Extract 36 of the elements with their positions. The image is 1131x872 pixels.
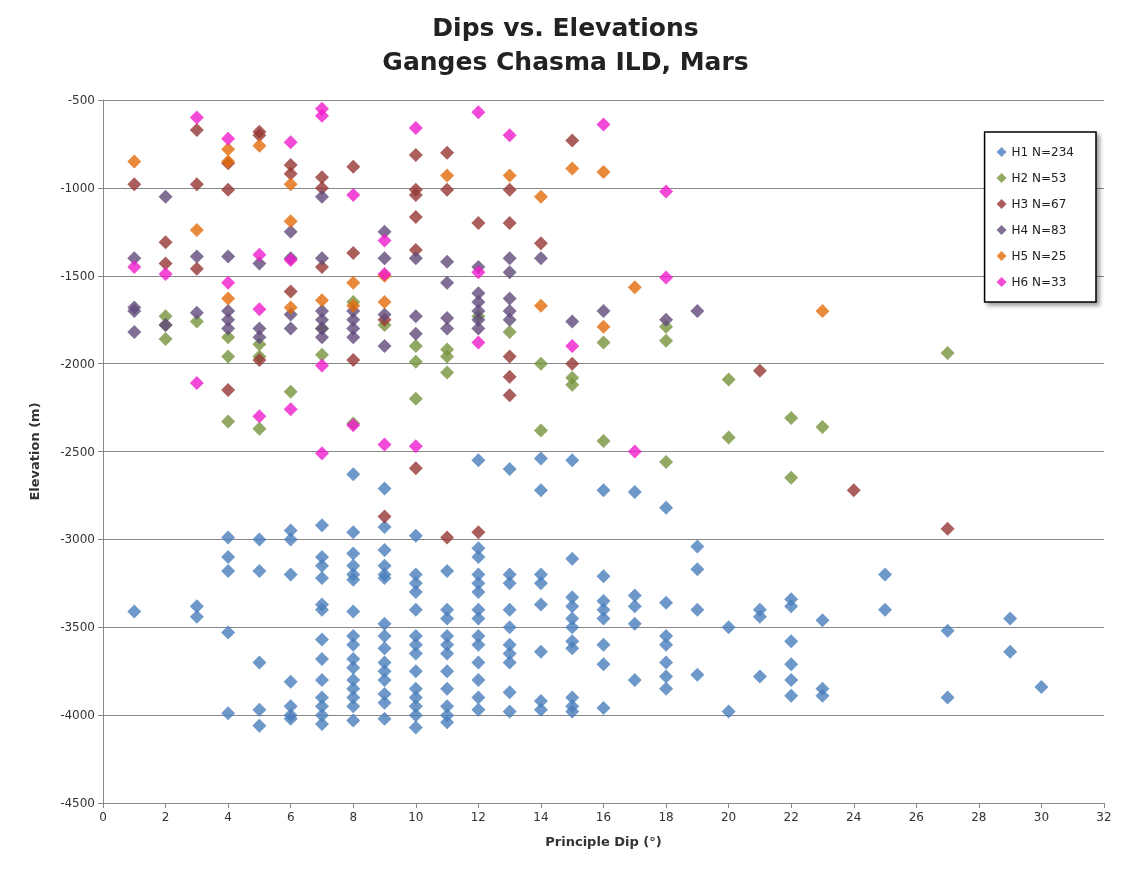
x-tick-label: 14 — [533, 810, 549, 824]
x-tick-label: 6 — [286, 810, 295, 824]
x-tick-label: 8 — [349, 810, 358, 824]
chart-subtitle: Ganges Chasma ILD, Mars — [382, 47, 749, 76]
legend-label: H5 N=25 — [1011, 249, 1067, 263]
x-tick-label: 16 — [595, 810, 612, 824]
y-tick-label: -1000 — [60, 180, 95, 195]
y-tick-label: -4500 — [60, 796, 95, 810]
y-tick-label: -3000 — [60, 532, 95, 547]
y-tick-label: -4000 — [60, 708, 95, 723]
legend-label: H4 N=83 — [1011, 223, 1067, 237]
x-tick-label: 12 — [470, 810, 487, 824]
y-axis-title: Elevation (m) — [27, 402, 42, 501]
x-tick-label: 22 — [783, 810, 799, 824]
y-tick-label: -3500 — [60, 620, 95, 635]
x-tick-label: 10 — [408, 810, 424, 824]
y-tick-label: -500 — [67, 93, 95, 107]
legend-label: H2 N=53 — [1011, 171, 1067, 185]
y-tick-label: -2500 — [60, 444, 95, 459]
legend-label: H1 N=234 — [1011, 145, 1075, 159]
x-tick-label: 26 — [908, 810, 924, 824]
y-tick-label: -2000 — [60, 356, 95, 371]
x-tick-label: 24 — [846, 810, 862, 824]
x-tick-label: 2 — [161, 810, 170, 824]
x-tick-label: 32 — [1096, 810, 1112, 824]
legend-label: H6 N=33 — [1011, 275, 1067, 289]
x-axis-title: Principle Dip (°) — [545, 834, 662, 849]
x-tick-label: 4 — [224, 810, 232, 824]
x-tick-label: 0 — [99, 810, 107, 824]
y-tick-label: -1500 — [60, 268, 95, 283]
chart-title: Dips vs. Elevations — [432, 13, 699, 42]
x-tick-label: 20 — [720, 810, 737, 824]
x-tick-label: 30 — [1033, 810, 1050, 824]
x-tick-label: 28 — [971, 810, 987, 824]
legend-label: H3 N=67 — [1011, 197, 1067, 211]
x-tick-label: 18 — [658, 810, 674, 824]
